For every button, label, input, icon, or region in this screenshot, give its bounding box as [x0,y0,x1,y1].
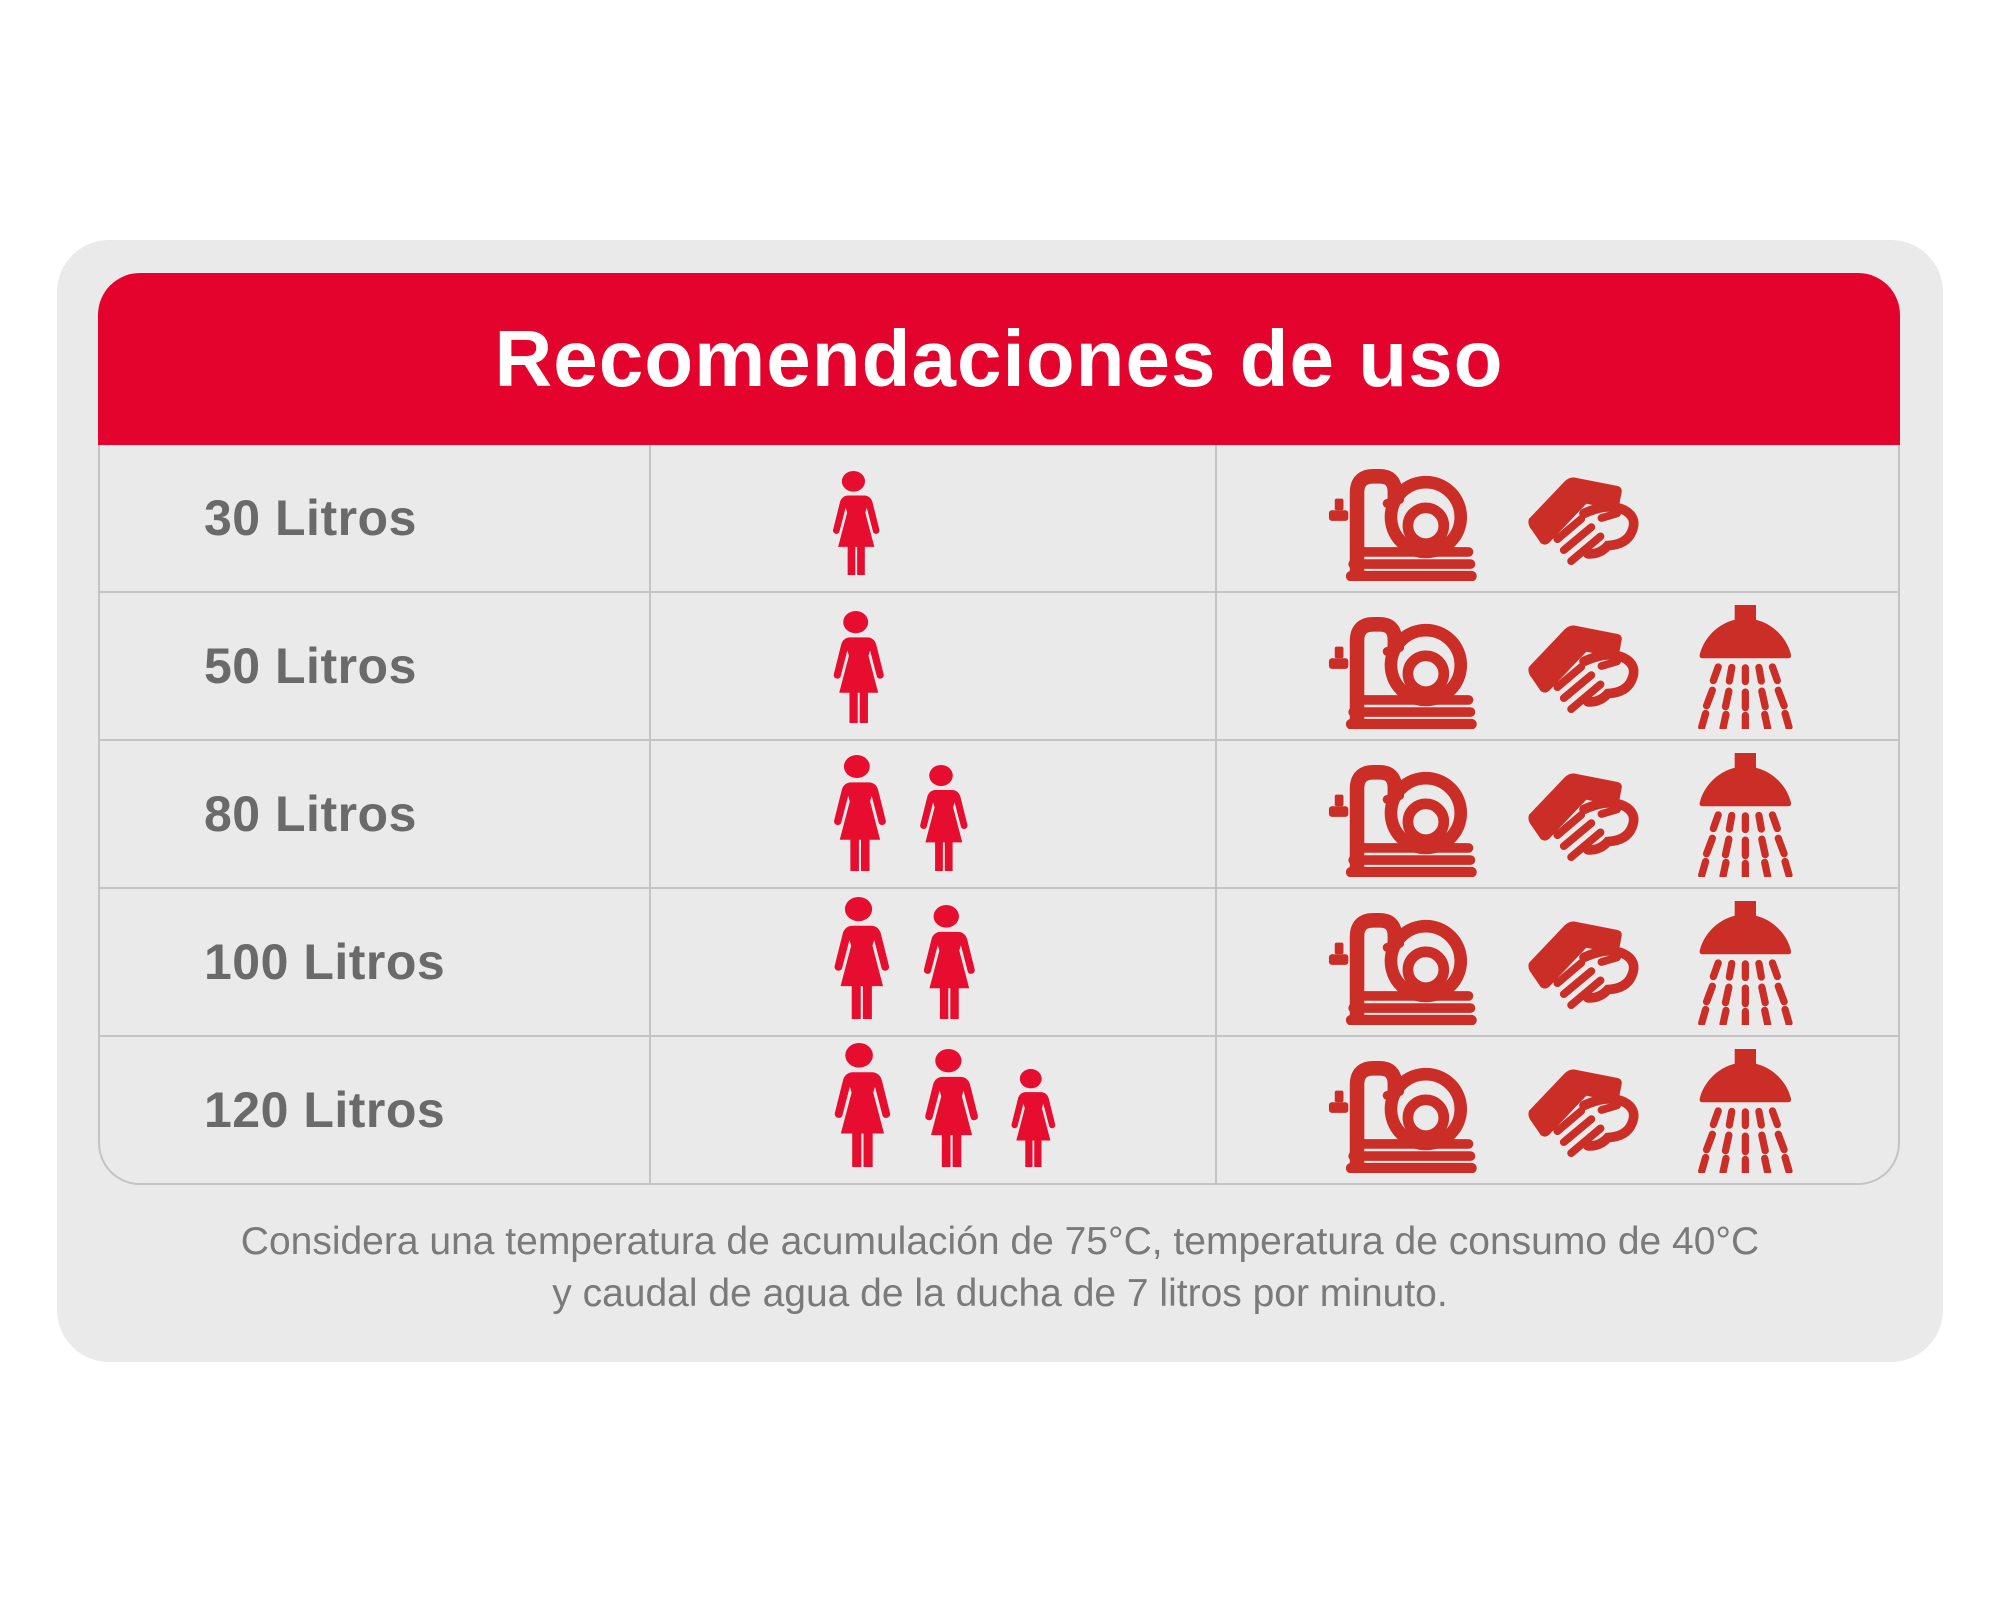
usage-icons-cell [1215,593,1898,739]
shower-icon [1693,603,1798,733]
table-row: 50 Litros [100,591,1898,739]
capacity-label: 100 Litros [204,934,446,990]
person-icon [824,611,887,729]
kitchen-sink-icon [1327,899,1477,1026]
capacity-label: 30 Litros [204,490,417,546]
footnote-line-1: Considera una temperatura de acumulación… [240,1220,1760,1263]
footnote: Considera una temperatura de acumulación… [57,1216,1943,1320]
person-icon [824,897,893,1026]
usage-icons-cell [1215,1037,1898,1183]
capacity-cell: 120 Litros [100,1037,649,1183]
capacity-cell: 100 Litros [100,889,649,1035]
table-row: 80 Litros [100,739,1898,887]
capacity-cell: 30 Litros [100,445,649,591]
hand-washing-icon [1517,758,1653,870]
hand-washing-icon [1517,462,1653,574]
persons-cell [649,445,1215,591]
capacity-cell: 80 Litros [100,741,649,887]
footnote-line-2: y caudal de agua de la ducha de 7 litros… [552,1272,1448,1315]
hand-washing-icon [1517,610,1653,722]
person-icon [824,755,890,877]
kitchen-sink-icon [1327,1047,1477,1174]
person-icon [914,905,979,1025]
table-row: 100 Litros [100,887,1898,1035]
capacity-label: 120 Litros [204,1082,446,1138]
person-icon [911,765,971,877]
hand-washing-icon [1517,906,1653,1018]
kitchen-sink-icon [1327,455,1477,582]
table-title: Recomendaciones de uso [494,314,1504,403]
persons-cell [649,1037,1215,1183]
persons-cell [649,889,1215,1035]
usage-icons-cell [1215,741,1898,887]
persons-cell [649,593,1215,739]
kitchen-sink-icon [1327,751,1477,878]
table-row: 120 Litros [100,1035,1898,1183]
table-header: Recomendaciones de uso [98,273,1900,445]
capacity-label: 50 Litros [204,638,417,694]
recommendations-card: Recomendaciones de uso 30 Litros 50 Litr… [57,240,1943,1362]
person-icon [824,471,883,581]
table-row: 30 Litros [100,445,1898,591]
usage-icons-cell [1215,445,1898,591]
kitchen-sink-icon [1327,603,1477,730]
usage-table: Recomendaciones de uso 30 Litros 50 Litr… [98,273,1900,1185]
person-icon [1003,1069,1058,1172]
usage-icons-cell [1215,889,1898,1035]
shower-icon [1693,751,1798,881]
capacity-label: 80 Litros [204,786,417,842]
table-body: 30 Litros 50 Litros 80 Litros 100 Litros… [98,445,1900,1185]
capacity-cell: 50 Litros [100,593,649,739]
shower-icon [1693,1047,1798,1177]
shower-icon [1693,899,1798,1029]
persons-cell [649,741,1215,887]
hand-washing-icon [1517,1054,1653,1166]
person-icon [915,1049,982,1173]
person-icon [824,1043,894,1174]
